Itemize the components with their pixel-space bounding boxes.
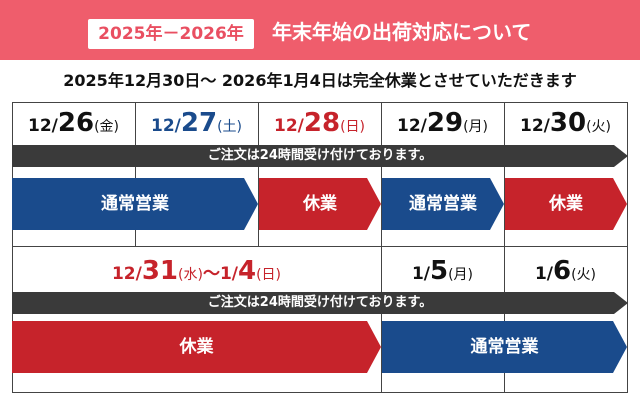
year-badge: 2025年－2026年 (88, 19, 254, 49)
order-note-bar: ご注文は24時間受け付けております。 (12, 292, 628, 314)
order-note-bar: ご注文は24時間受け付けております。 (12, 145, 628, 167)
column-divider (381, 102, 382, 393)
status-bar-operating: 通常営業 (382, 321, 627, 373)
status-bar-closed: 休業 (259, 178, 381, 230)
table-border-left (12, 102, 13, 393)
table-border-right (627, 102, 628, 393)
status-bar-operating: 通常営業 (12, 178, 258, 230)
table-border-top (12, 102, 628, 103)
date-range-dec31-jan4: 12/31(水)～1/4(日) (111, 256, 282, 286)
date-jan-5: 1/5(月) (411, 256, 474, 286)
table-border-bottom (12, 392, 628, 393)
status-bar-closed: 休業 (12, 321, 381, 373)
table-border-middle (12, 246, 628, 247)
date-dec-26: 12/26(金) (28, 108, 119, 138)
page-title: 年末年始の出荷対応について (272, 20, 532, 44)
date-dec-28: 12/28(日) (274, 108, 365, 138)
date-dec-30: 12/30(火) (520, 108, 611, 138)
closure-notice: 2025年12月30日～ 2026年1月4日は完全休業とさせていただきます (63, 71, 577, 90)
status-bar-closed: 休業 (505, 178, 627, 230)
date-dec-29: 12/29(月) (397, 108, 488, 138)
date-jan-6: 1/6(火) (534, 256, 597, 286)
column-divider (135, 102, 136, 246)
column-divider (258, 102, 259, 246)
column-divider (504, 102, 505, 393)
date-dec-27: 12/27(土) (151, 108, 242, 138)
status-bar-operating: 通常営業 (382, 178, 504, 230)
